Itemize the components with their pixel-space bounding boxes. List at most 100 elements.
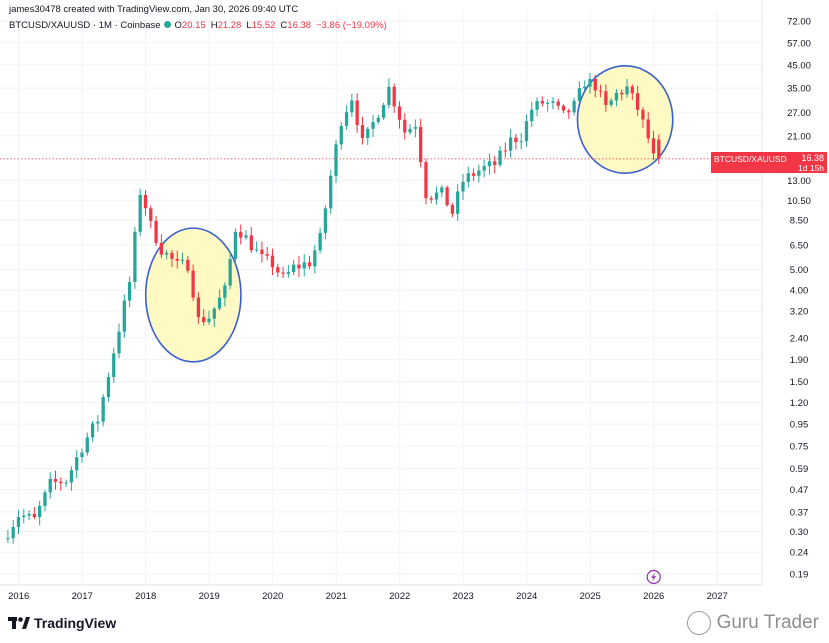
candle-down — [598, 90, 603, 92]
candle-down — [32, 513, 37, 518]
candle-down — [604, 91, 608, 105]
candle-up — [466, 173, 470, 182]
close-key: C — [280, 20, 288, 31]
low-key: L — [246, 20, 252, 31]
candle-up — [546, 102, 550, 104]
lightning-icon-glyph — [651, 572, 657, 582]
symbol-ohlc-line: BTCUSD/XAUUSD · 1M · Coinbase O20.15 H21.2… — [9, 20, 392, 31]
candle-down — [593, 78, 597, 91]
time-axis: 2016 2017 2018 2019 2020 2021 2022 2023 2024 2025… — [8, 591, 728, 602]
candle-up — [350, 100, 354, 113]
watermark-text: Guru Trader — [716, 612, 819, 633]
open-key: O — [174, 20, 182, 31]
candle-down — [514, 137, 518, 143]
candle-up — [11, 526, 15, 539]
candle-down — [635, 93, 640, 110]
candle-down — [397, 106, 402, 120]
candle-down — [249, 235, 253, 251]
candle-down — [450, 205, 455, 214]
x-tick-label: 2026 — [643, 591, 664, 602]
candle-up — [292, 264, 296, 273]
candle-down — [630, 86, 634, 94]
candle-down — [445, 187, 449, 206]
candle-up — [254, 249, 259, 251]
candle-up — [508, 137, 513, 151]
last-price-tag: BTCUSD/XAUUSD 16.38 1d 15h — [711, 152, 827, 173]
x-tick-label: 2024 — [516, 591, 537, 602]
y-tick-label: 0.37 — [790, 507, 809, 518]
candle-up — [244, 235, 248, 238]
candle-up — [530, 109, 534, 122]
y-tick-label: 6.50 — [790, 240, 809, 251]
tag-countdown: 1d 15h — [798, 163, 824, 173]
candle-up — [69, 470, 74, 483]
x-tick-label: 2016 — [8, 591, 29, 602]
logo-text: TradingView — [34, 615, 117, 631]
candle-down — [561, 105, 566, 111]
y-tick-label: 5.00 — [790, 265, 809, 276]
candle-up — [96, 421, 100, 424]
y-tick-label: 45.00 — [787, 60, 811, 71]
candle-up — [127, 282, 132, 301]
candle-up — [80, 452, 84, 458]
watermark-icon — [686, 611, 711, 635]
candle-down — [641, 109, 645, 120]
candle-up — [551, 101, 555, 103]
candle-down — [429, 198, 433, 200]
y-tick-label: 0.47 — [790, 485, 809, 496]
candle-down — [53, 478, 58, 482]
candle-up — [112, 353, 116, 378]
candle-up — [6, 538, 10, 540]
candle-down — [471, 173, 476, 176]
candle-down — [307, 262, 312, 267]
candle-down — [493, 161, 497, 165]
candle-down — [202, 317, 206, 323]
candle-down — [149, 208, 153, 221]
candle-down — [567, 110, 571, 113]
candle-up — [366, 128, 370, 138]
candle-down — [270, 255, 275, 268]
candle-down — [419, 127, 423, 163]
candle-up — [461, 181, 465, 192]
x-tick-label: 2017 — [72, 591, 93, 602]
candle-up — [133, 231, 137, 283]
candle-up — [487, 161, 492, 167]
candle-up — [207, 318, 211, 323]
price-axis: 72.00 57.00 45.00 35.00 27.00 21.00 13.00 10.50… — [787, 17, 811, 581]
lightning-icon[interactable] — [646, 569, 661, 585]
candle-up — [413, 127, 418, 129]
candle-up — [75, 457, 79, 471]
y-tick-label: 57.00 — [787, 38, 811, 49]
y-tick-label: 72.00 — [787, 17, 811, 28]
candle-up — [456, 191, 460, 214]
candle-down — [620, 92, 624, 95]
y-tick-label: 0.59 — [790, 464, 809, 475]
candle-up — [64, 482, 68, 484]
y-tick-label: 2.40 — [790, 333, 809, 344]
candle-up — [434, 192, 439, 200]
candle-up — [22, 515, 26, 518]
highlight-circles — [144, 65, 674, 363]
candle-up — [371, 122, 375, 129]
candle-up — [408, 128, 412, 133]
candle-down — [170, 252, 174, 259]
candle-up — [482, 166, 486, 171]
tradingview-logo[interactable]: TradingView — [8, 615, 116, 631]
y-tick-label: 1.20 — [790, 398, 809, 409]
candle-down — [651, 138, 656, 154]
highlight-circle — [576, 65, 674, 175]
candle-up — [344, 112, 349, 126]
candle-up — [117, 331, 121, 354]
y-tick-label: 3.20 — [790, 306, 809, 317]
symbol-label[interactable]: BTCUSD/XAUUSD · 1M · Coinbase — [9, 20, 161, 31]
candle-down — [260, 249, 264, 254]
tradingview-logo-icon — [8, 617, 30, 629]
x-tick-label: 2018 — [135, 591, 156, 602]
x-tick-label: 2022 — [389, 591, 410, 602]
candle-up — [106, 377, 111, 398]
candle-down — [265, 253, 269, 256]
candle-up — [217, 297, 222, 309]
candle-up — [519, 141, 523, 143]
candle-up — [381, 105, 386, 118]
